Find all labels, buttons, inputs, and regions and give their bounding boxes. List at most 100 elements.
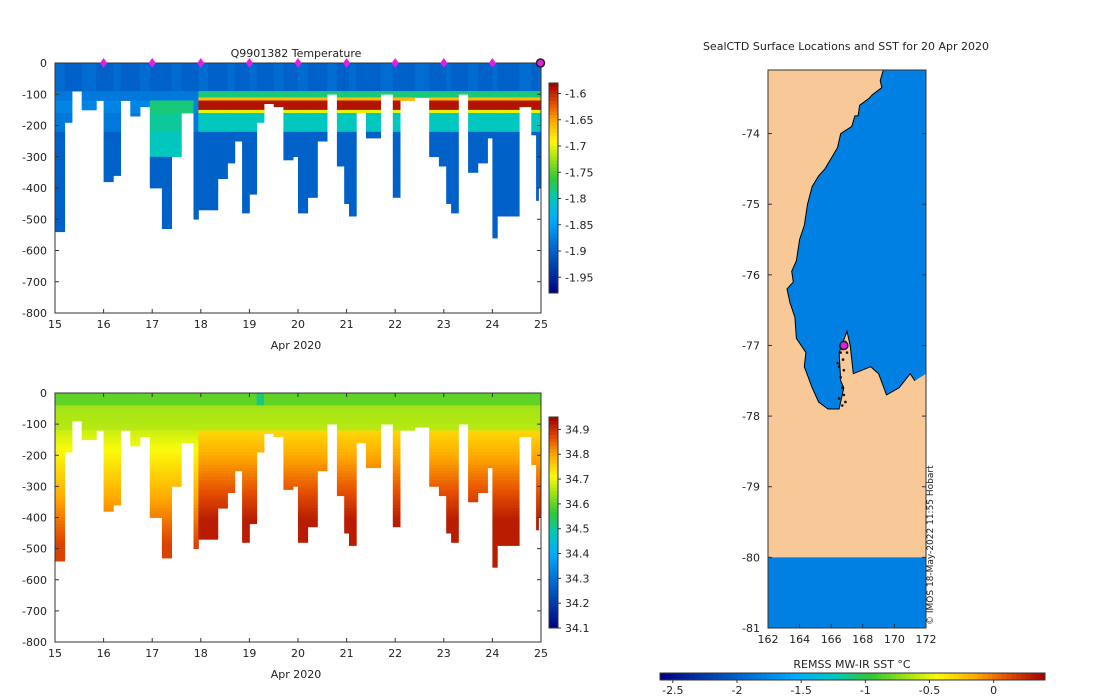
profile-cell — [161, 545, 172, 549]
profile-cell — [507, 399, 520, 403]
profile-cell — [72, 402, 83, 406]
profile-cell — [492, 169, 498, 173]
profile-cell — [208, 505, 219, 509]
profile-cell — [198, 116, 209, 120]
colorbar-tick-label: 34.8 — [565, 448, 590, 461]
profile-cell — [161, 498, 172, 503]
profile-cell — [349, 66, 357, 70]
profile-cell — [193, 498, 199, 503]
profile-cell — [171, 94, 182, 98]
profile-cell — [446, 125, 452, 129]
profile-cell — [497, 433, 508, 437]
profile-cell — [161, 551, 172, 556]
profile-cell — [429, 424, 440, 428]
profile-cell — [242, 505, 250, 509]
profile-cell — [451, 128, 459, 133]
profile-cell — [446, 88, 452, 92]
profile-cell — [497, 88, 508, 92]
profile-cell — [283, 405, 294, 409]
profile-cell — [392, 449, 401, 453]
profile-cell — [113, 467, 121, 472]
profile-cell — [519, 414, 532, 419]
profile-cell — [446, 91, 452, 95]
colorbar-swatch — [549, 578, 558, 583]
profile-cell — [161, 480, 172, 484]
profile-cell — [497, 542, 508, 546]
profile-cell — [120, 81, 131, 86]
sst-colorbar-swatch — [891, 673, 897, 680]
profile-cell — [477, 427, 488, 431]
map-plot-area — [768, 69, 926, 628]
profile-cell — [451, 206, 459, 211]
profile-cell — [161, 548, 172, 553]
profile-cell — [487, 461, 493, 465]
profile-cell — [256, 436, 265, 441]
profile-cell — [227, 405, 236, 409]
profile-cell — [249, 399, 258, 403]
profile-cell — [492, 480, 498, 484]
profile-cell — [149, 399, 163, 403]
profile-cell — [497, 81, 508, 86]
profile-cell — [349, 181, 357, 186]
profile-cell — [298, 501, 309, 506]
profile-cell — [161, 66, 172, 70]
profile-cell — [113, 439, 121, 444]
profile-cell — [249, 172, 258, 176]
profile-cell — [349, 452, 357, 456]
profile-cell — [161, 72, 172, 76]
profile-cell — [96, 411, 104, 416]
profile-cell — [161, 109, 172, 114]
profile-cell — [72, 72, 83, 76]
profile-cell — [507, 421, 520, 425]
profile-cell — [256, 88, 265, 92]
profile-cell — [298, 424, 309, 428]
profile-cell — [256, 430, 265, 434]
profile-cell — [234, 128, 243, 133]
profile-cell — [208, 458, 219, 462]
profile-cell — [344, 181, 350, 186]
profile-cell — [507, 480, 520, 484]
profile-cell — [507, 455, 520, 459]
profile-cell — [293, 458, 299, 462]
profile-cell — [161, 402, 172, 406]
profile-cell — [208, 63, 219, 67]
profile-cell — [181, 414, 194, 419]
profile-cell — [227, 414, 236, 419]
profile-cell — [120, 424, 131, 428]
profile-cell — [193, 505, 199, 509]
profile-cell — [234, 119, 243, 123]
profile-cell — [149, 97, 163, 101]
profile-cell — [349, 106, 357, 111]
profile-cell — [193, 442, 199, 447]
profile-cell — [344, 194, 350, 198]
profile-cell — [283, 393, 294, 397]
profile-cell — [140, 66, 151, 70]
profile-cell — [227, 81, 236, 86]
profile-cell — [451, 75, 459, 79]
profile-cell — [451, 88, 459, 92]
profile-cell — [72, 66, 83, 70]
colorbar-swatch — [549, 167, 558, 171]
profile-cell — [536, 523, 539, 528]
colorbar-swatch — [549, 139, 558, 143]
profile-cell — [149, 480, 163, 484]
profile-cell — [487, 430, 493, 434]
profile-cell — [336, 470, 345, 475]
profile-cell — [208, 467, 219, 472]
profile-cell — [349, 477, 357, 481]
profile-cell — [468, 147, 479, 151]
profile-cell — [507, 122, 520, 126]
profile-cell — [380, 417, 394, 422]
profile-cell — [400, 417, 416, 422]
profile-cell — [249, 81, 258, 86]
profile-cell — [249, 138, 258, 142]
colorbar-swatch — [549, 226, 558, 231]
profile-cell — [298, 72, 309, 76]
profile-cell — [242, 147, 250, 151]
profile-cell — [149, 455, 163, 459]
profile-cell — [400, 84, 416, 89]
profile-cell — [249, 467, 258, 472]
profile-cell — [149, 414, 163, 419]
profile-cell — [293, 116, 299, 120]
profile-cell — [307, 175, 318, 179]
